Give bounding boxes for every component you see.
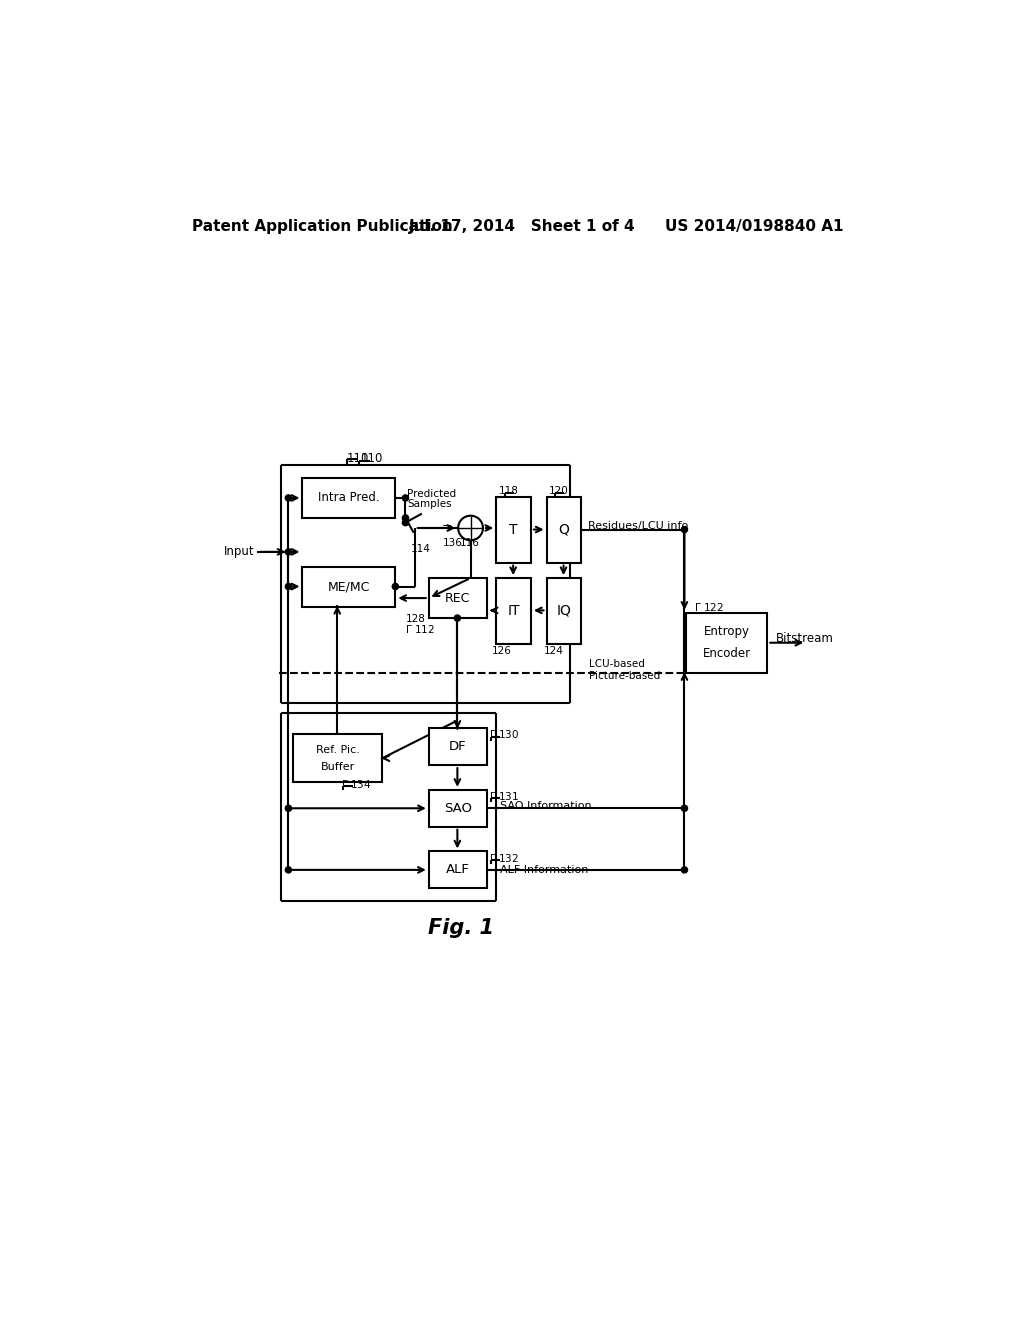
- Circle shape: [286, 583, 292, 590]
- Text: Residues/LCU info: Residues/LCU info: [588, 520, 688, 531]
- Circle shape: [402, 515, 409, 521]
- Text: 128: 128: [406, 614, 425, 624]
- Text: Intra Pred.: Intra Pred.: [318, 491, 380, 504]
- Bar: [686, 612, 767, 673]
- Text: ALF Information: ALF Information: [500, 865, 589, 875]
- Text: 124: 124: [544, 647, 563, 656]
- Text: LCU-based: LCU-based: [589, 659, 645, 669]
- Text: $\mathsf{\Gamma}$ 122: $\mathsf{\Gamma}$ 122: [693, 602, 724, 614]
- Text: IT: IT: [507, 603, 520, 618]
- Text: Patent Application Publication: Patent Application Publication: [193, 219, 453, 234]
- Bar: [302, 566, 395, 607]
- Text: Picture-based: Picture-based: [589, 671, 660, 681]
- Circle shape: [681, 527, 687, 532]
- Text: $\mathsf{\Gamma}$ 130: $\mathsf{\Gamma}$ 130: [489, 729, 519, 741]
- Text: Encoder: Encoder: [702, 647, 751, 660]
- Circle shape: [392, 583, 398, 590]
- Text: 116: 116: [460, 539, 479, 548]
- Bar: [429, 578, 486, 618]
- Circle shape: [455, 615, 461, 622]
- Bar: [293, 734, 382, 781]
- Text: ME/MC: ME/MC: [328, 579, 370, 593]
- Text: Ref. Pic.: Ref. Pic.: [315, 744, 359, 755]
- Text: Q: Q: [558, 523, 569, 537]
- Bar: [496, 578, 531, 644]
- Circle shape: [402, 520, 409, 525]
- Text: $\mathsf{\Gamma}$ 131: $\mathsf{\Gamma}$ 131: [489, 789, 519, 803]
- Circle shape: [681, 805, 687, 812]
- Text: $\mathsf{\Gamma}$ 132: $\mathsf{\Gamma}$ 132: [489, 851, 519, 863]
- Text: 110: 110: [360, 453, 383, 465]
- Text: Input: Input: [223, 545, 254, 558]
- Circle shape: [286, 495, 292, 502]
- Text: IQ: IQ: [556, 603, 571, 618]
- Text: T: T: [509, 523, 518, 537]
- Text: Jul. 17, 2014   Sheet 1 of 4: Jul. 17, 2014 Sheet 1 of 4: [409, 219, 635, 234]
- Text: REC: REC: [445, 591, 470, 605]
- Circle shape: [681, 867, 687, 873]
- Text: SAO: SAO: [443, 801, 472, 814]
- Text: US 2014/0198840 A1: US 2014/0198840 A1: [665, 219, 844, 234]
- Bar: [429, 789, 486, 826]
- Bar: [429, 851, 486, 888]
- Text: Fig. 1: Fig. 1: [428, 919, 495, 939]
- Text: Predicted: Predicted: [407, 490, 456, 499]
- Text: DF: DF: [449, 741, 467, 754]
- Text: 120: 120: [549, 486, 568, 496]
- Bar: [547, 498, 582, 562]
- Bar: [429, 729, 486, 766]
- Text: Entropy: Entropy: [703, 626, 750, 639]
- Bar: [547, 578, 582, 644]
- Text: 114: 114: [411, 544, 431, 554]
- Text: Bitstream: Bitstream: [776, 632, 834, 645]
- Text: $\mathsf{\Gamma}$ 134: $\mathsf{\Gamma}$ 134: [341, 777, 372, 789]
- Text: $\Gamma$ 112: $\Gamma$ 112: [406, 623, 435, 635]
- Circle shape: [286, 805, 292, 812]
- Text: 110: 110: [346, 453, 369, 465]
- Text: 118: 118: [500, 486, 519, 496]
- Circle shape: [286, 549, 292, 554]
- Bar: [302, 478, 395, 517]
- Text: −: −: [442, 520, 453, 533]
- Text: Buffer: Buffer: [321, 762, 354, 772]
- Text: SAO Information: SAO Information: [500, 801, 592, 810]
- Text: Samples: Samples: [407, 499, 452, 510]
- Circle shape: [286, 867, 292, 873]
- Text: 126: 126: [493, 647, 512, 656]
- Text: ALF: ALF: [445, 863, 470, 876]
- Circle shape: [402, 495, 409, 502]
- Bar: [496, 498, 531, 562]
- Text: 136: 136: [442, 539, 463, 548]
